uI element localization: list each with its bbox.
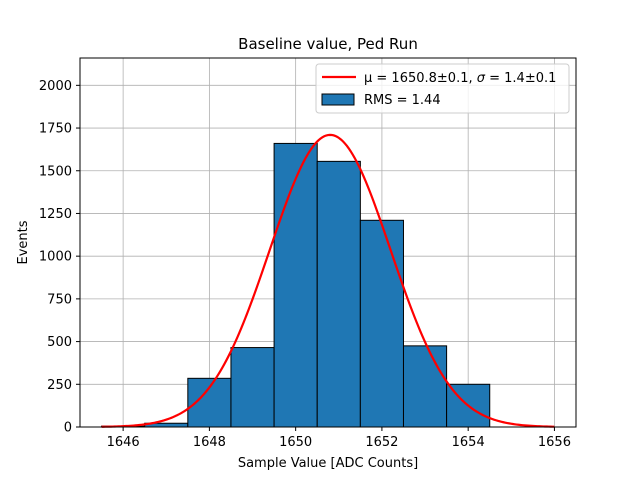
histogram-bar	[316, 160, 361, 428]
x-axis-ticks: 1646 1648 1650 1652 1654 1656	[107, 427, 571, 450]
legend-box	[315, 63, 570, 114]
legend-fit-sigma-part: = 1.4±0.1	[485, 71, 556, 86]
x-tick-label: 1656	[538, 435, 571, 450]
y-tick-label: 2000	[39, 79, 72, 94]
legend-fit-sigma-symbol: σ	[477, 71, 486, 86]
x-tick-label: 1646	[107, 435, 140, 450]
y-tick-label: 750	[47, 292, 72, 307]
y-tick-label: 500	[47, 335, 72, 350]
plot-frame	[79, 57, 577, 428]
legend-histogram-label: RMS = 1.44	[364, 93, 441, 108]
legend-fit-label: μ = 1650.8±0.1, σ = 1.4±0.1	[364, 71, 556, 86]
x-tick-label: 1652	[365, 435, 398, 450]
histogram-bar	[273, 142, 318, 428]
gaussian-fit	[101, 133, 555, 428]
histogram-bar	[359, 219, 404, 428]
y-tick-label: 250	[47, 378, 72, 393]
y-tick-label: 1250	[39, 207, 72, 222]
legend-histogram-swatch	[321, 93, 355, 106]
legend-fit-mu-part: μ = 1650.8±0.1,	[364, 71, 477, 86]
x-tick-label: 1650	[279, 435, 312, 450]
fit-curve	[101, 133, 555, 428]
x-tick-label: 1654	[452, 435, 485, 450]
x-tick-label: 1648	[193, 435, 226, 450]
x-axis-label: Sample Value [ADC Counts]	[238, 456, 418, 471]
y-tick-label: 1500	[39, 164, 72, 179]
legend: μ = 1650.8±0.1, σ = 1.4±0.1 RMS = 1.44	[315, 63, 570, 114]
histogram-bar	[230, 347, 275, 428]
histogram-bars	[101, 142, 491, 428]
chart-title: Baseline value, Ped Run	[238, 35, 418, 53]
y-axis-label: Events	[16, 220, 31, 264]
histogram-bar	[402, 345, 448, 428]
y-tick-label: 1000	[39, 250, 72, 265]
y-tick-label: 1750	[39, 122, 72, 137]
y-axis-ticks: 0 250 500 750 1000 1250 1500 1750 2000	[39, 79, 80, 436]
y-tick-label: 0	[64, 421, 72, 436]
